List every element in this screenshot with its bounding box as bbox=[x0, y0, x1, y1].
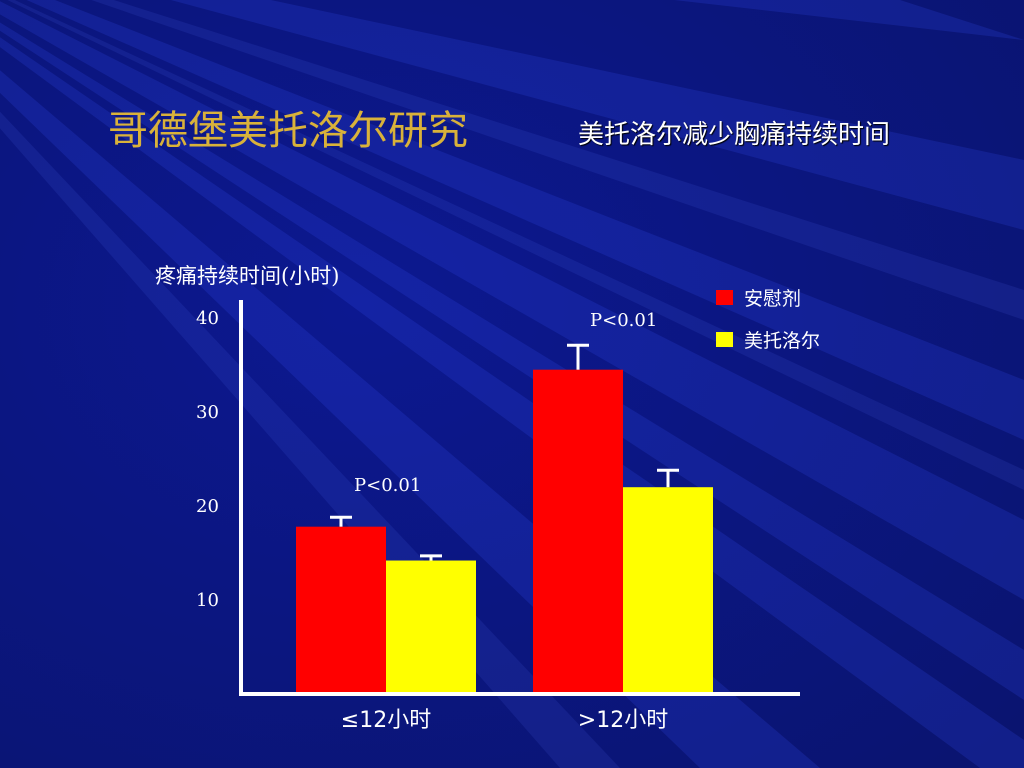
y-tick-label: 40 bbox=[196, 308, 219, 329]
error-bar-metoprolol-0 bbox=[420, 554, 442, 561]
legend-label-placebo: 安慰剂 bbox=[744, 288, 801, 310]
bar-metoprolol-1 bbox=[623, 487, 713, 694]
error-bar-placebo-1 bbox=[567, 343, 589, 370]
y-tick-label: 10 bbox=[196, 590, 219, 611]
legend-label-metoprolol: 美托洛尔 bbox=[744, 330, 820, 352]
legend-swatch-metoprolol bbox=[716, 332, 733, 347]
y-axis-label: 疼痛持续时间(小时) bbox=[155, 264, 339, 288]
error-bar-placebo-0 bbox=[330, 515, 352, 527]
p-value-annotation: P<0.01 bbox=[354, 475, 421, 496]
bar-placebo-0 bbox=[296, 526, 386, 694]
y-tick-label: 30 bbox=[196, 402, 219, 423]
x-category-label: ≤12小时 bbox=[341, 708, 431, 733]
error-bar-metoprolol-1 bbox=[657, 468, 679, 488]
y-tick-label: 20 bbox=[196, 496, 219, 517]
p-value-annotation: P<0.01 bbox=[590, 310, 657, 331]
bar-placebo-1 bbox=[533, 369, 623, 694]
slide-subtitle: 美托洛尔减少胸痛持续时间 bbox=[578, 120, 891, 150]
x-category-label: >12小时 bbox=[578, 708, 668, 733]
legend-swatch-placebo bbox=[716, 290, 733, 305]
bar-metoprolol-0 bbox=[386, 560, 476, 694]
slide-title: 哥德堡美托洛尔研究 bbox=[108, 108, 468, 154]
